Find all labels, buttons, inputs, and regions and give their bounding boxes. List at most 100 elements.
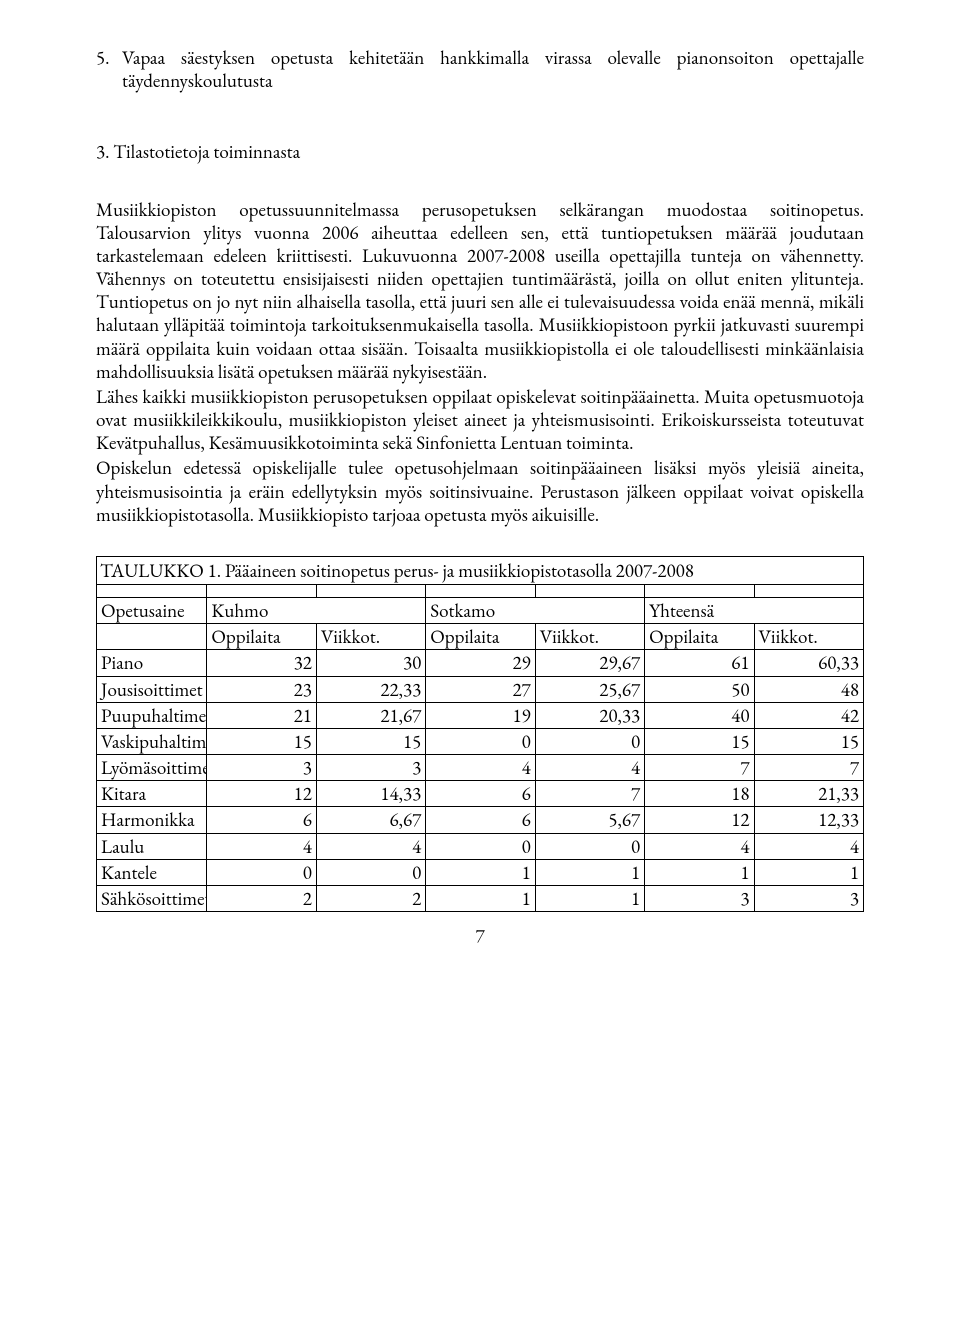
section-heading: 3. Tilastotietoja toiminnasta [96,140,864,163]
list-item-number: 5. [96,46,122,92]
row-value: 1 [426,859,535,885]
row-value: 0 [535,728,644,754]
table-spacer-row [97,585,864,598]
table-header-row-2: Oppilaita Viikkot. Oppilaita Viikkot. Op… [97,624,864,650]
th-oppilaita-3: Oppilaita [645,624,754,650]
row-value: 6 [426,807,535,833]
table-row: Vaskipuhaltimet1515001515 [97,728,864,754]
numbered-list-item: 5. Vapaa säestyksen opetusta kehitetään … [96,46,864,92]
row-value: 7 [645,755,754,781]
row-value: 21,67 [316,702,425,728]
th-viikkot-1: Viikkot. [316,624,425,650]
row-value: 60,33 [754,650,863,676]
page-number: 7 [96,924,864,947]
row-value: 4 [645,833,754,859]
row-value: 1 [754,859,863,885]
row-value: 7 [535,781,644,807]
row-value: 5,67 [535,807,644,833]
row-value: 15 [207,728,316,754]
row-label: Kantele [97,859,207,885]
table-row: Piano32302929,676160,33 [97,650,864,676]
th-opetusaine: Opetusaine [97,598,207,624]
row-value: 3 [754,885,863,911]
row-value: 20,33 [535,702,644,728]
row-label: Lyömäsoittimet [97,755,207,781]
row-value: 3 [316,755,425,781]
row-value: 1 [535,859,644,885]
row-label: Sähkösoittimet [97,885,207,911]
page: 5. Vapaa säestyksen opetusta kehitetään … [0,0,960,1336]
th-yhteensa: Yhteensä [645,598,864,624]
row-value: 15 [645,728,754,754]
row-value: 22,33 [316,676,425,702]
table-row: Kantele001111 [97,859,864,885]
row-label: Jousisoittimet [97,676,207,702]
row-value: 12 [207,781,316,807]
row-value: 29 [426,650,535,676]
row-value: 25,67 [535,676,644,702]
row-value: 19 [426,702,535,728]
table-row: Kitara1214,33671821,33 [97,781,864,807]
th-blank [97,624,207,650]
row-label: Vaskipuhaltimet [97,728,207,754]
row-value: 0 [535,833,644,859]
row-value: 48 [754,676,863,702]
row-value: 4 [426,755,535,781]
th-viikkot-2: Viikkot. [535,624,644,650]
row-value: 12,33 [754,807,863,833]
row-value: 0 [426,833,535,859]
table-row: Sähkösoittimet221133 [97,885,864,911]
row-value: 29,67 [535,650,644,676]
th-oppilaita-2: Oppilaita [426,624,535,650]
row-value: 32 [207,650,316,676]
row-value: 15 [754,728,863,754]
th-sotkamo: Sotkamo [426,598,645,624]
row-value: 6,67 [316,807,425,833]
row-value: 14,33 [316,781,425,807]
row-value: 15 [316,728,425,754]
row-value: 2 [316,885,425,911]
row-value: 4 [207,833,316,859]
paragraph-1: Musiikkiopiston opetussuunnitelmassa per… [96,198,864,383]
row-value: 21,33 [754,781,863,807]
row-value: 50 [645,676,754,702]
row-value: 1 [535,885,644,911]
row-label: Puupuhaltimet [97,702,207,728]
data-table: Opetusaine Kuhmo Sotkamo Yhteensä Oppila… [96,584,864,912]
row-value: 21 [207,702,316,728]
row-value: 6 [426,781,535,807]
table-row: Harmonikka66,6765,671212,33 [97,807,864,833]
row-label: Harmonikka [97,807,207,833]
table-row: Puupuhaltimet2121,671920,334042 [97,702,864,728]
row-value: 61 [645,650,754,676]
row-value: 1 [645,859,754,885]
table-body: Piano32302929,676160,33Jousisoittimet232… [97,650,864,912]
row-value: 0 [426,728,535,754]
th-kuhmo: Kuhmo [207,598,426,624]
row-value: 1 [426,885,535,911]
th-oppilaita-1: Oppilaita [207,624,316,650]
paragraph-2: Lähes kaikki musiikkiopiston perusopetuk… [96,385,864,455]
row-value: 12 [645,807,754,833]
table-row: Lyömäsoittimet334477 [97,755,864,781]
row-value: 7 [754,755,863,781]
row-value: 6 [207,807,316,833]
paragraph-3: Opiskelun edetessä opiskelijalle tulee o… [96,456,864,526]
row-value: 2 [207,885,316,911]
table-row: Jousisoittimet2322,332725,675048 [97,676,864,702]
row-value: 4 [535,755,644,781]
row-value: 4 [754,833,863,859]
row-value: 0 [207,859,316,885]
row-value: 3 [645,885,754,911]
row-value: 23 [207,676,316,702]
row-value: 30 [316,650,425,676]
th-viikkot-3: Viikkot. [754,624,863,650]
row-value: 4 [316,833,425,859]
list-item-text: Vapaa säestyksen opetusta kehitetään han… [122,46,864,92]
row-value: 42 [754,702,863,728]
row-value: 0 [316,859,425,885]
row-label: Kitara [97,781,207,807]
row-value: 40 [645,702,754,728]
row-value: 18 [645,781,754,807]
row-label: Piano [97,650,207,676]
